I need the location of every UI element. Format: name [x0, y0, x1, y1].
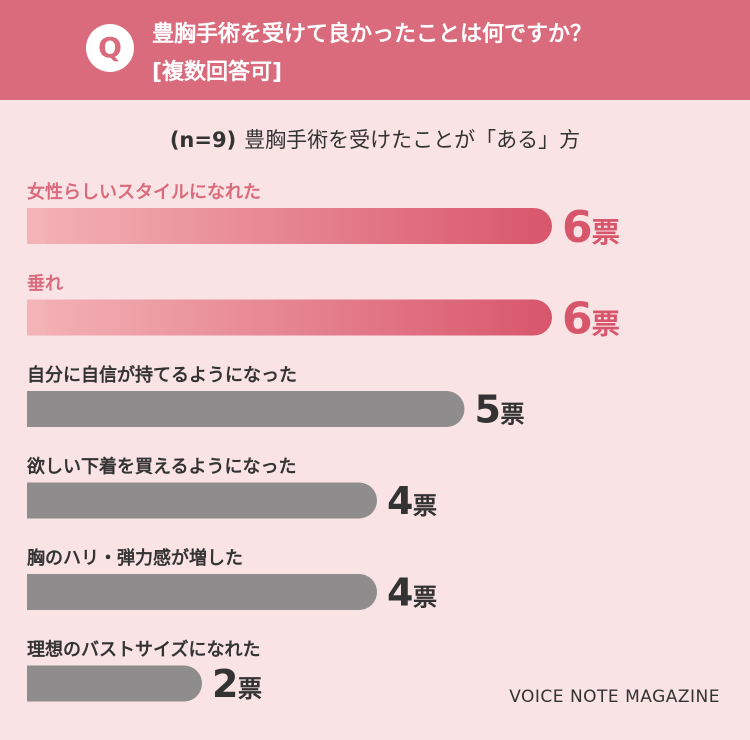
category-label: 自分に自信が持てるようになった: [27, 364, 297, 386]
value-unit: 票: [238, 675, 262, 703]
question-text: 豊胸手術を受けて良かったことは何ですか？: [152, 22, 593, 47]
chart-subtitle: (n=9) 豊胸手術を受けたことが「ある」方: [0, 124, 750, 154]
value-unit: 票: [413, 584, 437, 612]
value-label: 4: [387, 571, 413, 615]
brand-name: VOICE NOTE MAGAZINE: [509, 687, 720, 707]
value-unit: 票: [500, 401, 524, 429]
category-label: 垂れ: [27, 274, 63, 295]
bar-left-cap: [27, 665, 45, 702]
subtitle-text: 豊胸手術を受けたことが「ある」方: [244, 128, 581, 152]
bar-left-cap: [27, 391, 45, 427]
category-label: 胸のハリ・弾力感が増した: [27, 547, 243, 569]
value-unit: 票: [592, 307, 620, 340]
value-label: 5: [475, 388, 501, 432]
bar: [27, 391, 465, 427]
value-unit: 票: [592, 216, 620, 249]
sample-size: (n=9): [169, 128, 237, 152]
value-label: 6: [562, 293, 593, 344]
bar: [27, 482, 377, 519]
question-note: [複数回答可]: [152, 60, 283, 85]
category-label: 欲しい下着を買えるようになった: [26, 456, 296, 478]
value-label: 2: [212, 662, 238, 706]
bar: [27, 208, 552, 244]
category-label: 理想のバストサイズになれた: [27, 639, 260, 661]
question-badge: Q: [86, 24, 134, 72]
category-label: 女性らしいスタイルになれた: [27, 181, 261, 203]
bar-left-cap: [27, 574, 45, 610]
value-label: 6: [562, 202, 593, 253]
bar-left-cap: [27, 208, 45, 244]
value-unit: 票: [413, 492, 437, 520]
question-header: Q 豊胸手術を受けて良かったことは何ですか？ [複数回答可]: [0, 0, 750, 100]
bar: [27, 665, 202, 702]
bar-left-cap: [27, 482, 45, 519]
value-label: 4: [387, 479, 413, 523]
bar-left-cap: [27, 299, 45, 336]
bar: [27, 574, 377, 610]
bar: [27, 299, 552, 336]
